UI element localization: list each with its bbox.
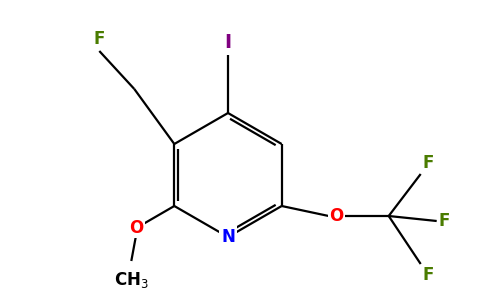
Text: F: F	[423, 266, 434, 284]
Text: N: N	[221, 228, 235, 246]
Text: CH$_3$: CH$_3$	[114, 270, 149, 290]
Text: F: F	[423, 154, 434, 172]
Text: F: F	[439, 212, 450, 230]
Text: O: O	[330, 207, 344, 225]
Text: F: F	[93, 30, 105, 48]
Text: O: O	[129, 219, 143, 237]
Text: I: I	[225, 33, 231, 52]
